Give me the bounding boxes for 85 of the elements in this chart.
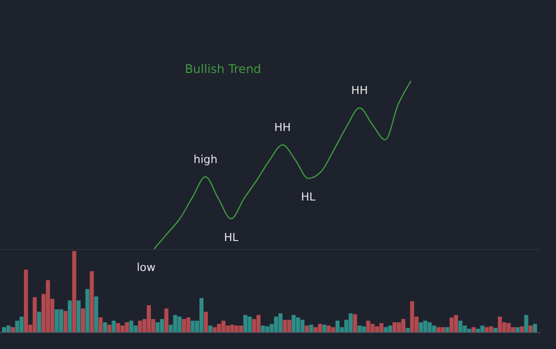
bar [204, 312, 208, 332]
bar [493, 328, 498, 332]
bar [94, 296, 98, 332]
bar [98, 317, 103, 332]
bar [515, 327, 520, 332]
bar [454, 314, 458, 332]
bar [186, 317, 190, 332]
bar [164, 308, 168, 332]
annotation: low [136, 261, 156, 274]
bar [120, 326, 125, 332]
bar [528, 326, 533, 332]
bar [252, 319, 256, 332]
bar [265, 326, 270, 332]
bar [208, 326, 212, 332]
bar [72, 251, 76, 332]
bar [6, 326, 10, 332]
bar [309, 324, 314, 332]
bar [146, 305, 151, 332]
bar [129, 320, 134, 332]
bar [238, 326, 243, 332]
annotation: HH [274, 120, 291, 134]
bar [15, 320, 20, 332]
bar [410, 301, 414, 332]
bar [353, 314, 358, 332]
bar [112, 320, 116, 332]
bar [322, 324, 326, 332]
bar [445, 327, 450, 332]
bar [532, 324, 537, 332]
bar [467, 328, 472, 332]
annotation: HH [351, 84, 368, 97]
bar [484, 327, 489, 332]
bar [366, 320, 370, 332]
bar [190, 320, 195, 332]
bar [428, 322, 432, 332]
bar [300, 320, 304, 332]
bar [362, 326, 366, 332]
annotation: high [193, 152, 218, 166]
bar [520, 326, 524, 332]
bar [374, 326, 380, 332]
bar [348, 313, 353, 332]
bar [423, 320, 428, 332]
bar [440, 327, 445, 332]
bar [450, 317, 454, 332]
bar [76, 300, 81, 332]
bar [160, 319, 164, 332]
bar [304, 326, 309, 332]
bar [392, 322, 397, 332]
bar [138, 320, 142, 332]
bar [37, 312, 42, 332]
bar [401, 319, 406, 332]
bar [292, 314, 296, 332]
bar [90, 271, 94, 332]
bar [63, 310, 68, 332]
bar [480, 326, 484, 332]
bar [124, 322, 129, 332]
bar [80, 308, 86, 332]
bar [379, 323, 384, 332]
bar [2, 327, 6, 332]
bar [278, 313, 282, 332]
bar [388, 326, 392, 332]
bar [335, 320, 340, 332]
bar [406, 328, 410, 332]
bar [384, 327, 388, 332]
bar [314, 327, 318, 332]
bar [318, 324, 322, 332]
bar [326, 326, 331, 332]
bar [230, 324, 234, 332]
bar [472, 327, 476, 332]
bar [107, 324, 112, 332]
bar [248, 316, 252, 332]
bar [32, 297, 37, 332]
bar [54, 309, 59, 332]
bar [212, 327, 217, 332]
bar [85, 289, 90, 332]
bar [287, 320, 292, 332]
bar [524, 314, 528, 332]
bar [199, 298, 204, 332]
bar [10, 327, 15, 332]
bar [68, 300, 72, 332]
annotation: HL [301, 190, 316, 204]
annotation: HL [224, 230, 240, 244]
bar [156, 322, 160, 332]
bar [116, 323, 120, 332]
chart-title: Bullish Trend [184, 62, 262, 76]
bar [102, 322, 107, 332]
